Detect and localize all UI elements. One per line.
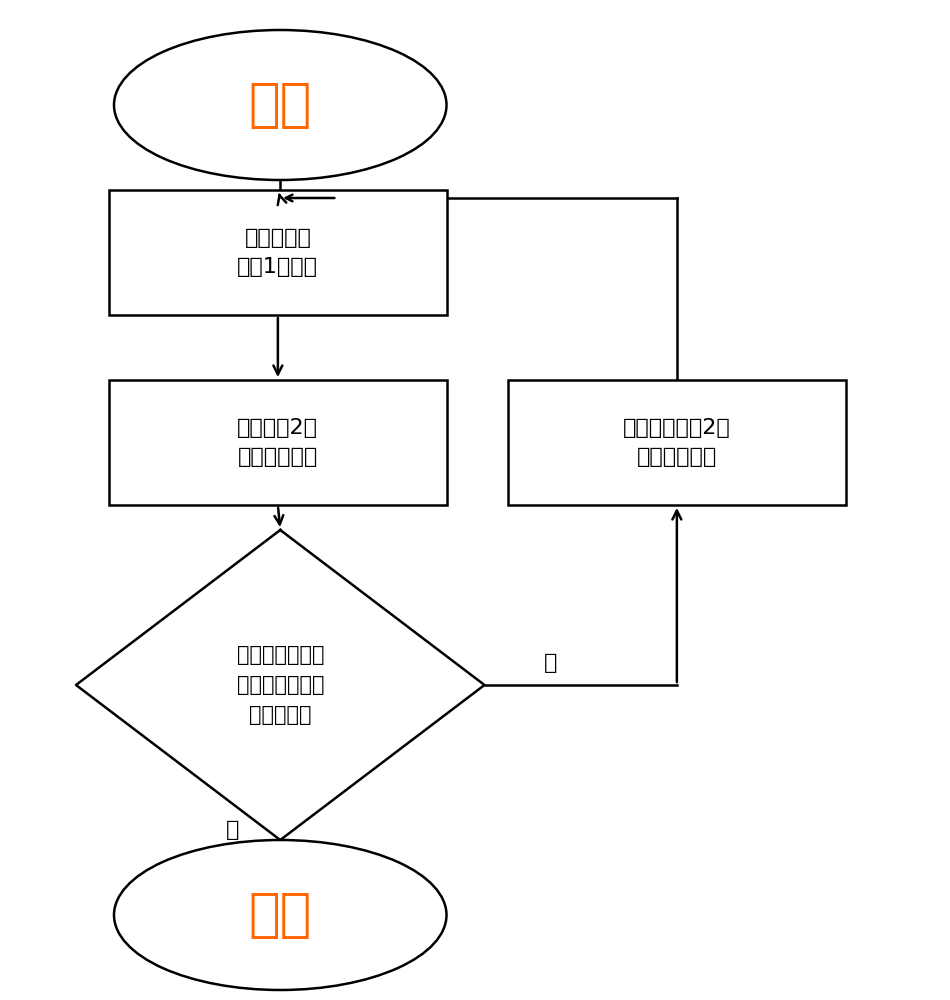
- Text: 否: 否: [544, 653, 558, 673]
- Ellipse shape: [114, 30, 446, 180]
- FancyBboxPatch shape: [109, 190, 446, 315]
- Text: 主控板（2）
计算累计流量: 主控板（2） 计算累计流量: [238, 418, 318, 467]
- Text: 测试装置上位机
判断误差是否在
规定范围内: 测试装置上位机 判断误差是否在 规定范围内: [237, 645, 324, 725]
- FancyBboxPatch shape: [508, 380, 846, 505]
- Text: 修正主控板（2）
误差修正系数: 修正主控板（2） 误差修正系数: [623, 418, 731, 467]
- Text: 是: 是: [226, 820, 239, 840]
- Ellipse shape: [114, 840, 446, 990]
- Text: 脉冲采样装
置（1）采样: 脉冲采样装 置（1）采样: [238, 228, 318, 277]
- Text: 开始: 开始: [249, 79, 312, 131]
- Text: 结束: 结束: [249, 889, 312, 941]
- FancyBboxPatch shape: [109, 380, 446, 505]
